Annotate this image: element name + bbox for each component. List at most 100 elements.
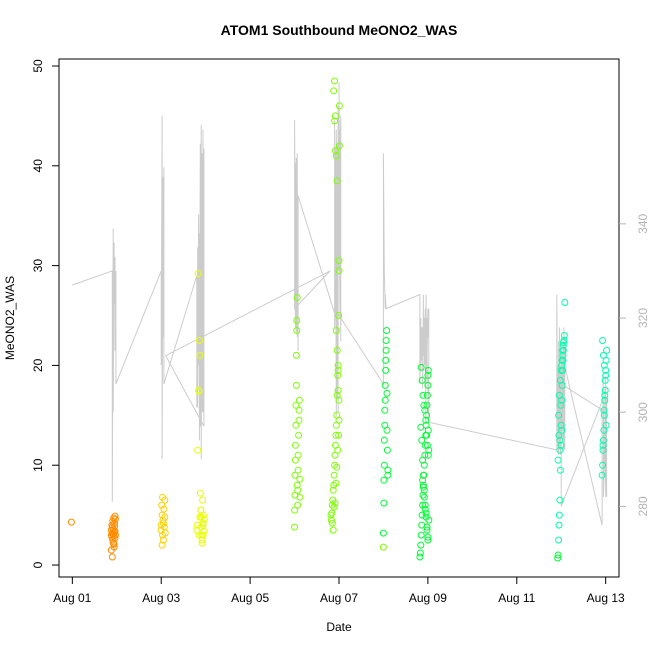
data-point (195, 337, 203, 344)
data-point (424, 426, 432, 434)
data-point (194, 446, 202, 454)
x-axis: Aug 01 Aug 03 Aug 05 Aug 07 Aug 09 Aug 11 Aug … (53, 577, 625, 605)
y2-tick-label: 320 (636, 308, 650, 328)
y-axis-label: MeONO2_WAS (3, 276, 17, 360)
data-point (331, 77, 339, 85)
x-tick-label: Aug 03 (142, 591, 180, 605)
data-point (333, 391, 341, 399)
data-point (602, 366, 610, 374)
data-point (422, 416, 430, 424)
data-point (416, 553, 424, 561)
data-point (294, 466, 302, 474)
data-point (424, 381, 432, 389)
data-point (417, 363, 425, 371)
data-point (331, 499, 339, 507)
data-point (198, 536, 206, 544)
data-point (382, 356, 390, 364)
data-point (379, 543, 387, 551)
data-point (109, 539, 117, 547)
data-point (422, 513, 430, 521)
data-point (335, 257, 343, 265)
data-point (160, 505, 168, 513)
data-point (556, 496, 564, 504)
data-point (422, 509, 430, 517)
data-point (291, 523, 299, 531)
data-point (194, 270, 202, 278)
data-point (331, 147, 339, 155)
data-point (111, 519, 119, 527)
x-tick-label: Aug 09 (409, 591, 447, 605)
data-point (599, 351, 607, 359)
data-point (557, 401, 565, 409)
x-tick-label: Aug 01 (53, 591, 91, 605)
data-point (423, 431, 431, 439)
data-point (420, 461, 428, 469)
data-point (559, 351, 567, 359)
data-point (199, 511, 207, 519)
data-point (420, 493, 428, 501)
data-point (423, 441, 431, 449)
y2-tick-label: 340 (636, 213, 650, 233)
data-point (111, 527, 119, 535)
data-point (110, 543, 118, 551)
data-point (334, 366, 342, 374)
data-point (293, 294, 301, 301)
y-tick-label: 50 (31, 59, 45, 73)
data-point (331, 461, 339, 469)
data-point (335, 312, 343, 319)
x-axis-label: Date (326, 620, 352, 634)
data-point (293, 317, 301, 324)
data-point (330, 87, 338, 95)
data-point (382, 366, 390, 374)
data-point (294, 451, 302, 459)
data-point (555, 511, 563, 519)
data-point (423, 526, 431, 534)
data-point (419, 456, 427, 464)
data-point (334, 446, 342, 454)
data-point (559, 341, 567, 349)
data-point (419, 481, 427, 489)
data-point (419, 391, 427, 399)
data-point (161, 496, 169, 504)
data-point (294, 501, 302, 509)
data-point (561, 299, 569, 306)
data-point (419, 491, 427, 499)
data-point (334, 361, 342, 369)
data-point (424, 366, 432, 374)
data-point (557, 421, 565, 429)
data-point (200, 527, 208, 535)
data-point (296, 475, 304, 483)
data-point (555, 411, 563, 419)
data-point (558, 361, 566, 369)
data-point (417, 423, 425, 431)
data-point (382, 346, 390, 354)
data-point (330, 481, 338, 489)
data-point (601, 376, 609, 384)
data-point (555, 391, 563, 399)
data-point (195, 531, 203, 539)
data-point (555, 536, 563, 544)
data-point (603, 346, 611, 354)
data-point (294, 486, 302, 494)
data-point (293, 327, 301, 334)
data-point (200, 515, 208, 523)
data-point (554, 456, 562, 464)
data-point (379, 529, 387, 537)
data-point (599, 441, 607, 449)
data-point (195, 387, 203, 395)
data-point (332, 327, 340, 334)
data-point (331, 112, 339, 120)
data-point (556, 376, 564, 384)
data-point (334, 371, 342, 379)
data-point (67, 518, 75, 526)
data-point (332, 431, 340, 439)
data-point (382, 337, 390, 344)
data-point (417, 541, 425, 549)
data-point (329, 526, 337, 534)
data-point (296, 493, 304, 501)
data-point (335, 431, 343, 439)
data-point (424, 451, 432, 459)
data-point (601, 391, 609, 399)
data-point (111, 515, 119, 523)
